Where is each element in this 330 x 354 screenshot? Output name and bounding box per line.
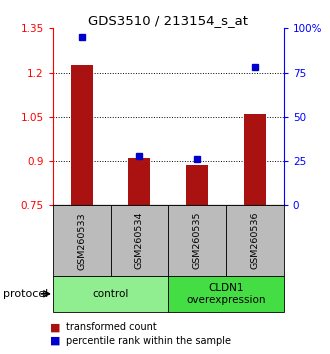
Text: ■: ■ [50,322,60,332]
Text: ■: ■ [50,336,60,346]
Bar [168,276,284,312]
Bar [128,158,150,205]
Text: GSM260534: GSM260534 [135,212,144,269]
Text: CLDN1
overexpression: CLDN1 overexpression [186,283,266,305]
Text: GSM260535: GSM260535 [193,212,202,269]
Text: GSM260533: GSM260533 [77,212,86,269]
Bar [168,205,226,276]
Bar [226,205,284,276]
Text: control: control [92,289,129,299]
Bar [53,205,111,276]
Bar [71,65,93,205]
Bar [186,166,208,205]
Text: transformed count: transformed count [66,322,157,332]
Bar [244,114,266,205]
Bar [111,205,168,276]
Title: GDS3510 / 213154_s_at: GDS3510 / 213154_s_at [88,14,248,27]
Bar [53,276,168,312]
Text: GSM260536: GSM260536 [250,212,259,269]
Text: percentile rank within the sample: percentile rank within the sample [66,336,231,346]
Text: protocol: protocol [3,289,49,299]
